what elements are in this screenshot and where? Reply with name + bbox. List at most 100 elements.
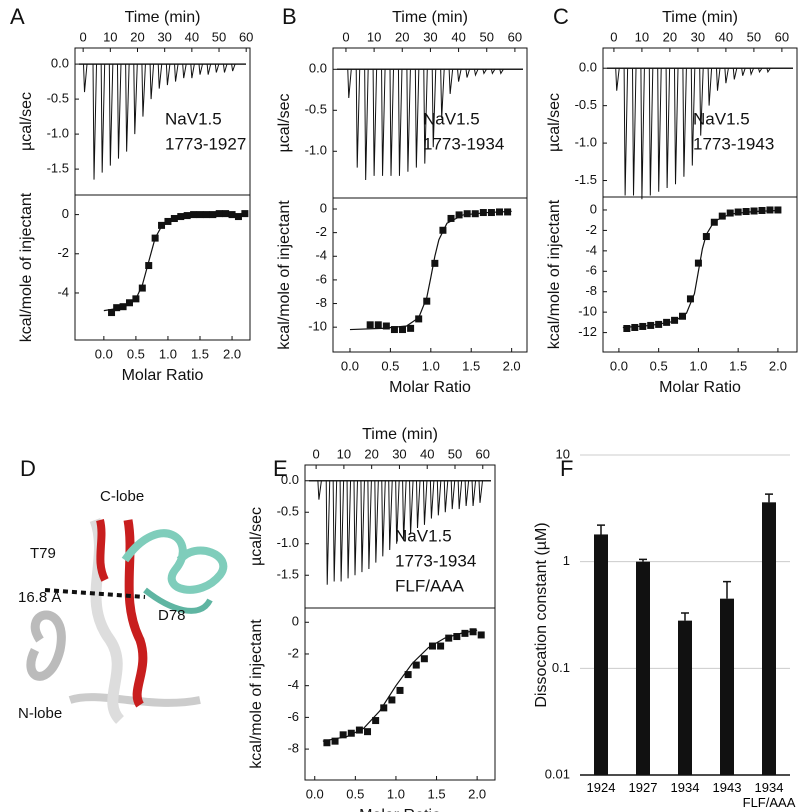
- data-point: [138, 284, 146, 292]
- annotation: NaV1.5: [395, 526, 452, 545]
- injection-peak: [457, 69, 462, 82]
- y-tick-label: -10: [578, 304, 597, 319]
- data-point: [428, 642, 436, 650]
- annotation: 1773-1934: [395, 551, 476, 570]
- data-point: [631, 323, 639, 331]
- data-point: [364, 728, 372, 736]
- y-tick-label: 0.01: [545, 766, 570, 781]
- x-tick-label: 60: [476, 446, 490, 461]
- data-point: [412, 661, 420, 669]
- data-point: [496, 208, 504, 216]
- injection-peak: [648, 68, 654, 196]
- data-point: [190, 211, 198, 219]
- y-tick-label: -1.0: [575, 135, 597, 150]
- y-tick-label: -0.5: [47, 91, 69, 106]
- data-point: [477, 631, 485, 639]
- injection-peak: [198, 63, 203, 75]
- data-point: [331, 737, 339, 745]
- data-point: [196, 211, 204, 219]
- y-tick-label: -2: [315, 224, 327, 239]
- data-point: [479, 209, 487, 217]
- injection-peak: [499, 69, 504, 75]
- data-point: [447, 214, 455, 222]
- data-point: [471, 210, 479, 218]
- x-tick-label: 50: [747, 29, 761, 44]
- y-tick-label: 0: [590, 201, 597, 216]
- y-axis-label: kcal/mole of injectant: [248, 619, 265, 769]
- x-tick-label: 1.5: [427, 786, 445, 801]
- injection-peak: [409, 480, 414, 535]
- injection-peak: [190, 64, 195, 79]
- injection-peak: [623, 68, 629, 196]
- data-point: [113, 304, 121, 312]
- x-tick-label: 30: [691, 29, 705, 44]
- injection-peak: [766, 67, 771, 74]
- data-point: [404, 671, 412, 679]
- data-point: [366, 321, 374, 329]
- data-point: [132, 295, 140, 303]
- injection-peak: [367, 480, 372, 569]
- x-tick-label: 1.5: [462, 358, 480, 373]
- y-axis-label: µcal/sec: [18, 92, 35, 151]
- data-point: [119, 303, 127, 311]
- injection-peak: [690, 68, 696, 166]
- panel-label: F: [560, 456, 573, 481]
- injection-peak: [674, 68, 679, 185]
- y-axis-label: kcal/mole of injectant: [276, 200, 293, 350]
- injection-peak: [372, 69, 378, 176]
- x-tick-label: 1924: [586, 780, 616, 795]
- x-tick-label: 30: [392, 446, 406, 461]
- x-axis-label: Molar Ratio: [359, 807, 441, 812]
- data-point: [461, 629, 469, 637]
- x-tick-label: 0: [342, 29, 349, 44]
- injection-peak: [100, 64, 106, 173]
- x-tick-label: 40: [451, 29, 465, 44]
- data-point: [372, 717, 380, 725]
- x-tick-label: 20: [130, 29, 144, 44]
- data-point: [663, 318, 671, 326]
- x-tick-label: 1943: [712, 780, 742, 795]
- injection-peak: [657, 68, 662, 192]
- data-point: [487, 209, 495, 217]
- distance-line: [44, 588, 146, 599]
- error-bar: [765, 493, 773, 503]
- panel-label: A: [10, 4, 25, 29]
- data-point: [655, 320, 663, 328]
- x-tick-label: 1.0: [387, 786, 405, 801]
- x-tick-label: 40: [719, 29, 733, 44]
- data-point: [323, 739, 331, 747]
- injection-peak: [206, 63, 212, 75]
- fit-line: [103, 213, 249, 312]
- data-point: [209, 211, 217, 219]
- y-tick-label: -6: [585, 263, 597, 278]
- annotation: NaV1.5: [423, 109, 480, 128]
- y-tick-label: -1.0: [305, 143, 327, 158]
- x-tick-label: 50: [448, 446, 462, 461]
- injection-peak: [389, 69, 395, 176]
- y-tick-label: -8: [315, 295, 327, 310]
- injection-peak: [347, 69, 352, 99]
- data-point: [710, 218, 718, 226]
- injection-peak: [422, 480, 428, 525]
- plot-frame: [304, 607, 496, 781]
- x-tick-label: 20: [663, 29, 677, 44]
- injection-peak: [231, 63, 236, 72]
- data-point: [718, 212, 726, 220]
- panel-label: D: [20, 456, 36, 481]
- y-axis-label: kcal/mole of injectant: [546, 199, 563, 349]
- bar: [678, 620, 692, 775]
- injection-peak: [364, 69, 369, 180]
- data-point: [380, 704, 388, 712]
- injection-peak: [397, 69, 403, 176]
- injection-peak: [443, 480, 449, 513]
- y-tick-label: -8: [287, 741, 299, 756]
- bar: [720, 598, 734, 775]
- ribbon: [68, 693, 201, 707]
- x-tick-label: 2.0: [503, 358, 521, 373]
- injection-peak: [353, 480, 358, 576]
- x-tick-label: 0.0: [341, 358, 359, 373]
- y-tick-label: -2: [57, 245, 69, 260]
- fit-line: [349, 210, 512, 331]
- injection-peak: [182, 64, 187, 79]
